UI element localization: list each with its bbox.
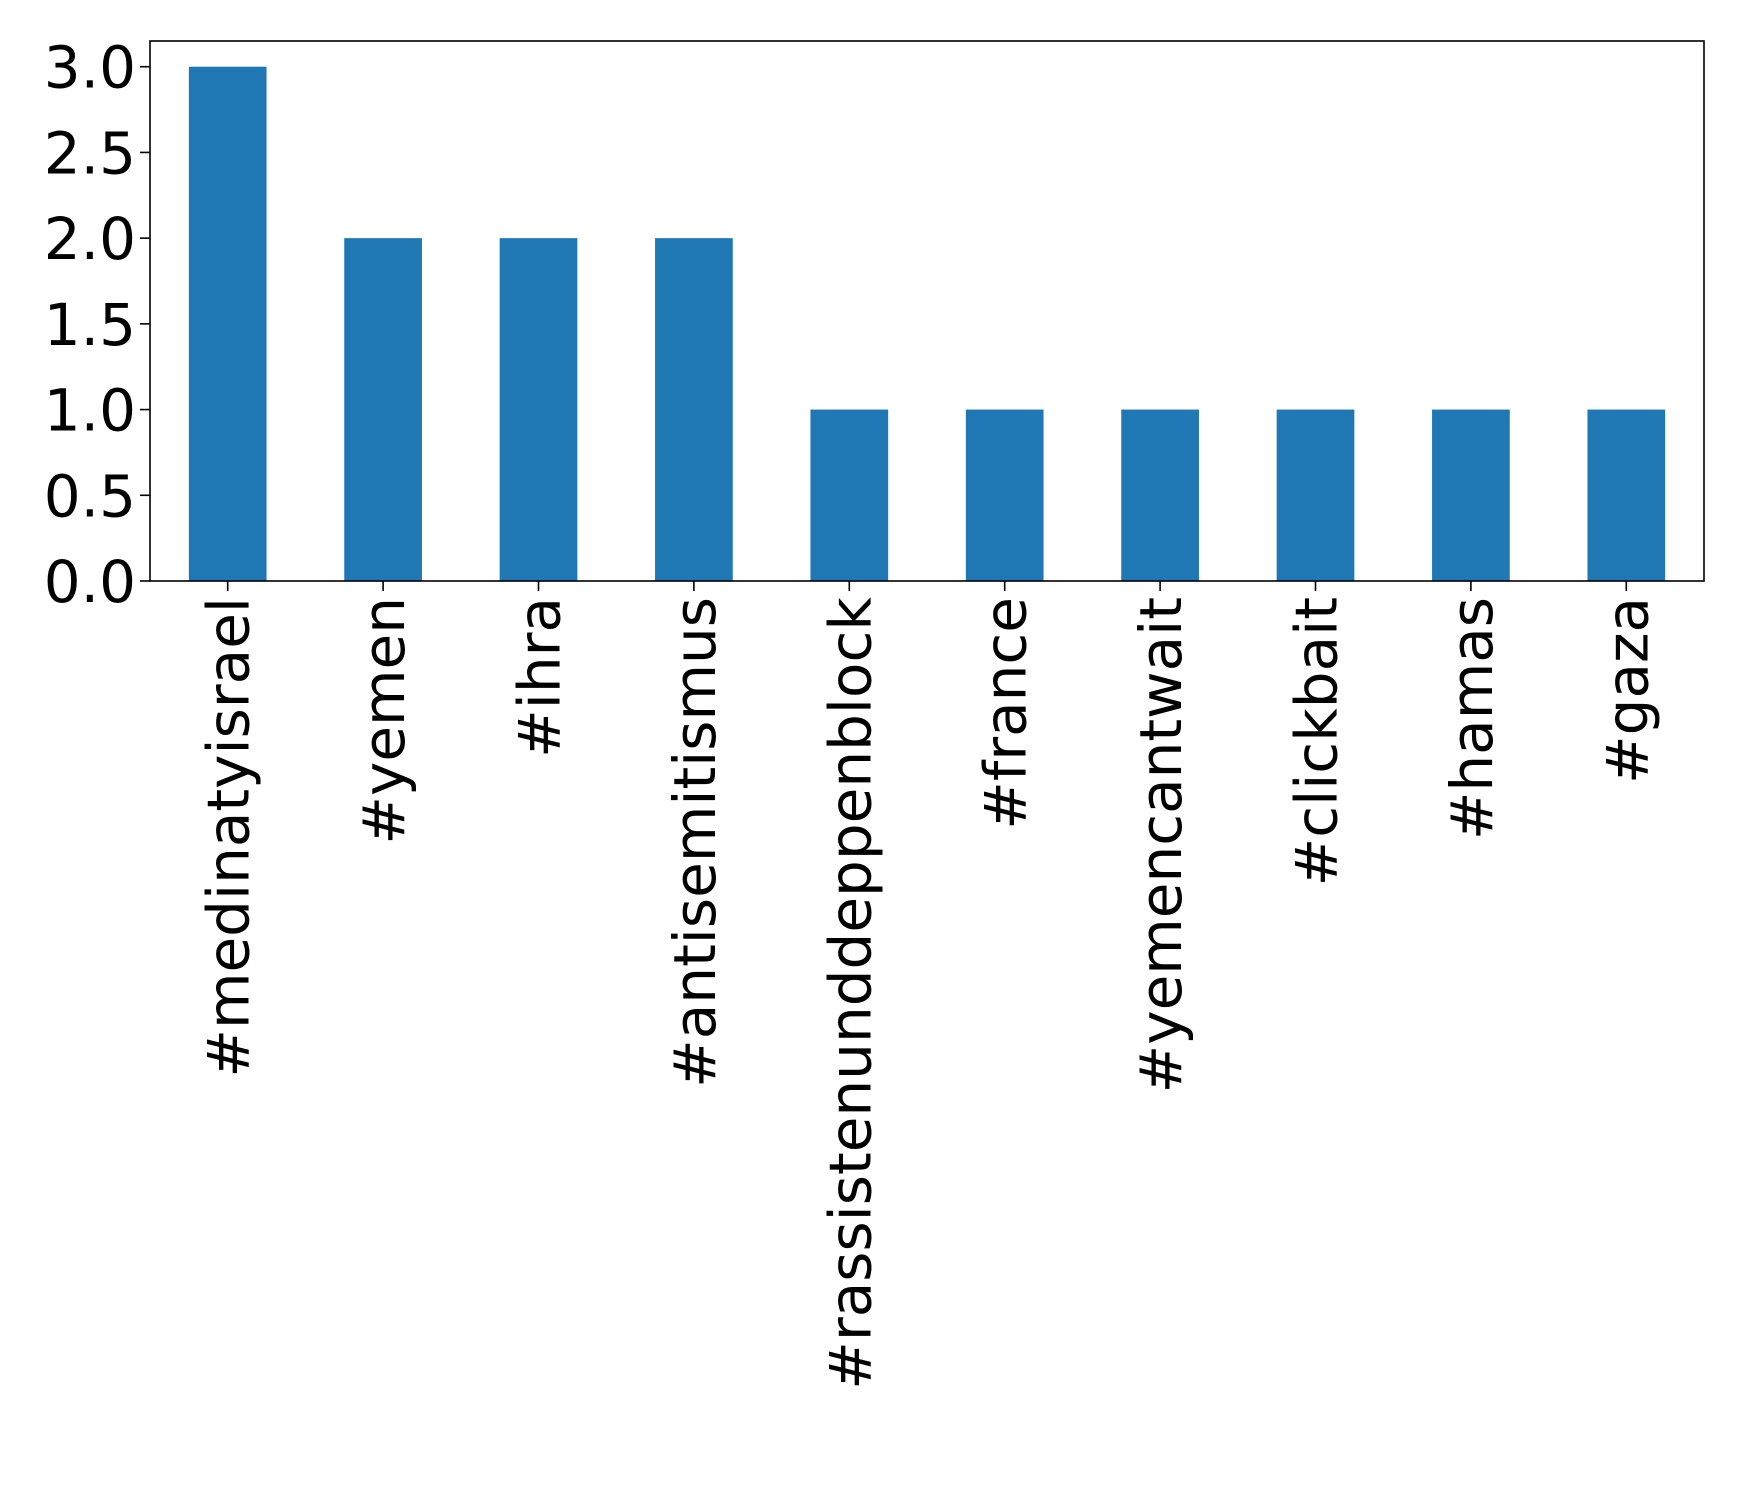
y-tick-label: 1.5 bbox=[44, 291, 136, 359]
bars-layer bbox=[188, 66, 1666, 581]
bar-clickbait bbox=[1276, 409, 1355, 581]
x-axis-ticks: #medinatyisrael #yemen #ihra #antisemitismu… bbox=[195, 581, 1661, 1390]
y-tick-label: 2.0 bbox=[44, 205, 136, 273]
bar-rassistenunddeppenblock bbox=[810, 409, 889, 581]
bar-hamas bbox=[1432, 409, 1510, 581]
bar-ihra bbox=[499, 238, 578, 581]
y-tick-label: 3.0 bbox=[44, 34, 136, 102]
bar-yemencantwait bbox=[1121, 409, 1199, 581]
y-tick-label: 2.5 bbox=[44, 119, 136, 187]
y-axis-ticks: 0.0 0.5 1.0 1.5 2.0 2.5 3.0 bbox=[44, 34, 150, 616]
bar-medinatyisrael bbox=[188, 66, 267, 581]
plot-area-frame bbox=[149, 40, 1705, 582]
x-tick-label: #yemencantwait bbox=[1127, 597, 1195, 1093]
y-tick-label: 0.0 bbox=[44, 548, 136, 616]
x-tick-label: #antisemitismus bbox=[661, 597, 729, 1088]
x-tick-label: #rassistenunddeppenblock bbox=[816, 597, 884, 1390]
x-tick-label: #yemen bbox=[350, 597, 418, 845]
x-tick-label: #gaza bbox=[1593, 597, 1661, 784]
bar-yemen bbox=[344, 238, 422, 581]
x-tick-label: #ihra bbox=[506, 597, 574, 758]
bar-gaza bbox=[1587, 409, 1666, 581]
bar-antisemitismus bbox=[655, 238, 733, 581]
x-tick-label: #medinatyisrael bbox=[195, 597, 263, 1078]
x-tick-label: #clickbait bbox=[1283, 597, 1351, 886]
x-tick-label: #hamas bbox=[1438, 597, 1506, 840]
bar-france bbox=[965, 409, 1044, 581]
y-tick-label: 1.0 bbox=[44, 377, 136, 445]
x-tick-label: #france bbox=[972, 597, 1040, 830]
y-tick-label: 0.5 bbox=[44, 462, 136, 530]
